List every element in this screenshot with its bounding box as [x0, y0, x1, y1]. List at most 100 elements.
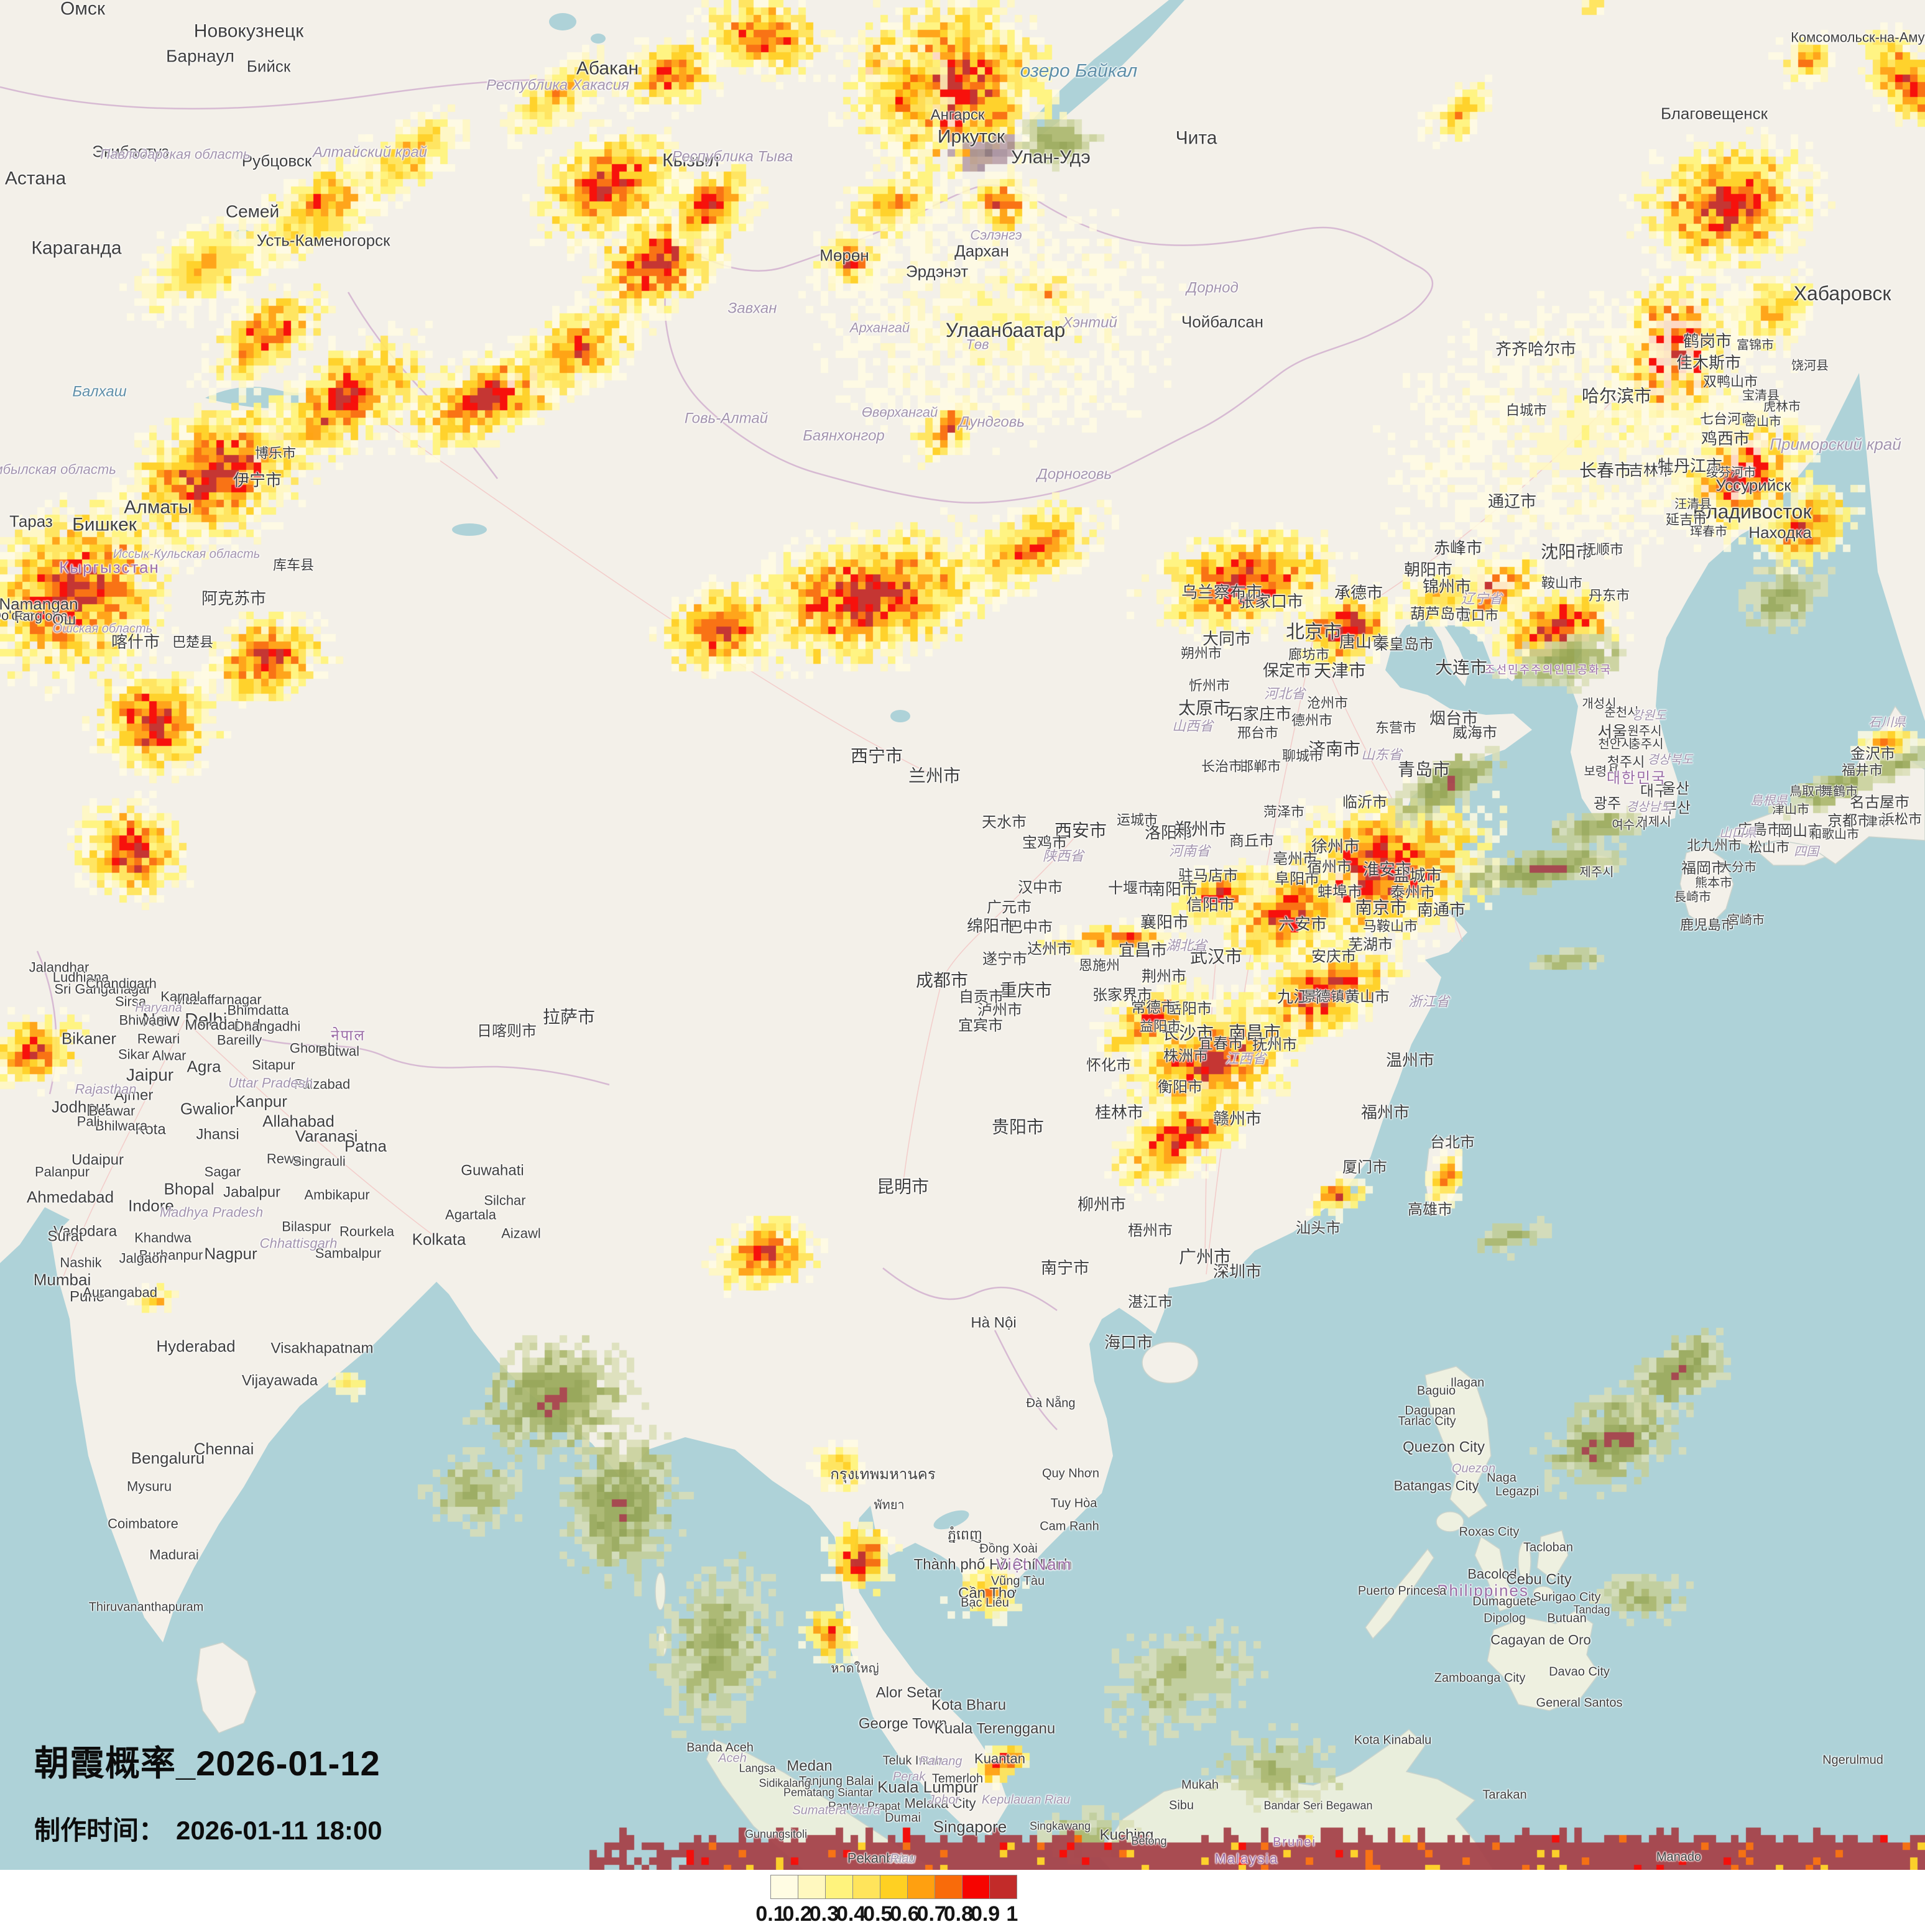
map-label: 武汉市 [1189, 947, 1243, 967]
map-label: 菏泽市 [1263, 804, 1305, 820]
map-label: Төв [966, 336, 989, 352]
map-label: Ghorahi [289, 1040, 339, 1056]
legend-swatch [853, 1875, 880, 1898]
map-label: Medan [787, 1757, 833, 1775]
map-label: 熊本市 [1695, 876, 1732, 890]
legend-tick-label: 0.6 [890, 1902, 920, 1926]
map-label: 锦州市 [1422, 577, 1472, 596]
map-label: 津市 [1865, 815, 1890, 829]
map-label: 辽宁省 [1461, 591, 1503, 607]
map-label: Hà Nội [971, 1314, 1017, 1332]
map-label: Singapore [933, 1817, 1007, 1836]
map-label: Visakhapatnam [270, 1340, 374, 1357]
map-label: Бийск [246, 57, 291, 76]
map-label: 衡阳市 [1158, 1079, 1203, 1096]
map-label: 島根県 [1750, 794, 1788, 808]
map-label: 鳥取市 [1789, 784, 1827, 799]
map-label: Quy Nhơn [1041, 1466, 1100, 1481]
map-label: Кыргызстан [59, 558, 160, 577]
map-label: Mumbai [33, 1270, 91, 1289]
map-label: Rantau Prapat [828, 1800, 901, 1813]
map-label: Tanjung Balai [798, 1774, 874, 1788]
probability-legend: 0.1 0.2 0.3 0.4 0.5 0.6 0.7 0.8 0.9 1 [755, 1875, 1081, 1932]
map-label: 河北省 [1263, 686, 1306, 702]
map-label: Уссурийск [1715, 476, 1791, 495]
legend-color-scale [770, 1875, 1017, 1899]
map-label: Ludhiana [52, 969, 109, 985]
map-label: 南京市 [1354, 898, 1408, 918]
map-label: 长春市 [1579, 461, 1632, 481]
map-label: 宝鸡市 [1022, 834, 1067, 852]
map-label: Pahang [919, 1754, 962, 1769]
map-label: Kuala Lumpur [877, 1777, 978, 1796]
map-label: 대구 [1640, 783, 1668, 800]
map-label: Sri Ganganagar [54, 981, 151, 997]
map-label: Moradabad [185, 1016, 261, 1034]
map-label: Agartala [445, 1207, 496, 1223]
map-label: Bhilwara [95, 1118, 148, 1134]
map-label: 信阳市 [1186, 895, 1235, 914]
map-label: New Delhi [142, 1010, 228, 1031]
map-label: 名古屋市 [1850, 794, 1909, 811]
map-label: 通辽市 [1487, 492, 1537, 511]
map-label: 温州市 [1385, 1051, 1435, 1070]
map-label: Dumai [885, 1811, 921, 1825]
map-label: พัทยา [874, 1498, 905, 1512]
map-label: 德州市 [1291, 712, 1333, 729]
production-time-label: 制作时间： [34, 1816, 165, 1845]
map-label: Đồng Xoài [979, 1542, 1038, 1556]
map-title: 朝霞概率_2026-01-12 [34, 1744, 381, 1783]
map-label: 驻马店市 [1178, 867, 1238, 885]
map-label: Находка [1748, 523, 1812, 542]
map-label: 보령시 [1584, 765, 1618, 779]
map-label: Хабаровск [1793, 282, 1891, 305]
map-viewport[interactable]: Омск Новокузнецк Барнаул Бийск Абакан Кызыл Ас… [0, 0, 1925, 1870]
map-label: Чита [1175, 127, 1217, 149]
map-label: 秦皇岛市 [1374, 636, 1434, 653]
map-label: 抚顺市 [1582, 541, 1624, 558]
legend-swatch [935, 1875, 962, 1898]
legend-tick-label: 0.5 [863, 1902, 893, 1926]
map-label: 牡丹江市 [1657, 456, 1723, 476]
map-label: Семей [225, 201, 280, 221]
map-label: 丹东市 [1588, 587, 1630, 604]
map-label: Gwalior [180, 1099, 236, 1118]
map-label: Roxas City [1459, 1525, 1520, 1539]
map-label: 천안시 [1598, 737, 1633, 752]
map-label: Кызыл [662, 150, 719, 171]
map-label: Teluk Intan [882, 1754, 943, 1768]
map-label: Bạc Liêu [961, 1596, 1009, 1610]
map-label: 盐城市 [1393, 866, 1443, 885]
map-label: 鹤岗市 [1683, 331, 1732, 351]
map-label: Nashik [60, 1254, 102, 1271]
map-label: Mysuru [126, 1478, 172, 1494]
map-label: Haryana [135, 1001, 182, 1015]
map-label: Singrauli [292, 1153, 346, 1169]
map-label: Bhopal [164, 1179, 215, 1198]
map-label: 台北市 [1430, 1134, 1475, 1151]
map-label: Allahabad [262, 1111, 335, 1131]
map-label: 河南省 [1168, 843, 1211, 859]
map-label: Jalandhar [29, 959, 90, 975]
map-label: Coimbatore [108, 1516, 178, 1532]
map-label: 泰州市 [1390, 884, 1435, 901]
map-label: 충주시 [1629, 737, 1664, 752]
map-label: 长治市 [1201, 758, 1243, 775]
map-label: 南宁市 [1040, 1258, 1090, 1277]
map-label: 邯郸市 [1239, 758, 1281, 775]
map-label: 宿州市 [1307, 858, 1352, 876]
map-label: Алматы [124, 497, 192, 518]
map-label: 福井市 [1841, 762, 1883, 778]
map-label: 朝阳市 [1403, 560, 1453, 579]
map-label: Ош [52, 611, 76, 628]
map-label: 松山市 [1748, 839, 1790, 855]
map-label: 饶河县 [1791, 359, 1829, 373]
map-label: Jaipur [126, 1065, 174, 1085]
map-label: 襄阳市 [1140, 913, 1189, 932]
map-label: 宝清县 [1742, 389, 1780, 403]
map-label: 营口市 [1457, 607, 1499, 623]
legend-swatch [908, 1875, 935, 1898]
map-label: 여수시 [1612, 818, 1646, 832]
map-label: 葫芦岛市 [1410, 605, 1470, 623]
map-label: 聊城市 [1281, 748, 1324, 764]
